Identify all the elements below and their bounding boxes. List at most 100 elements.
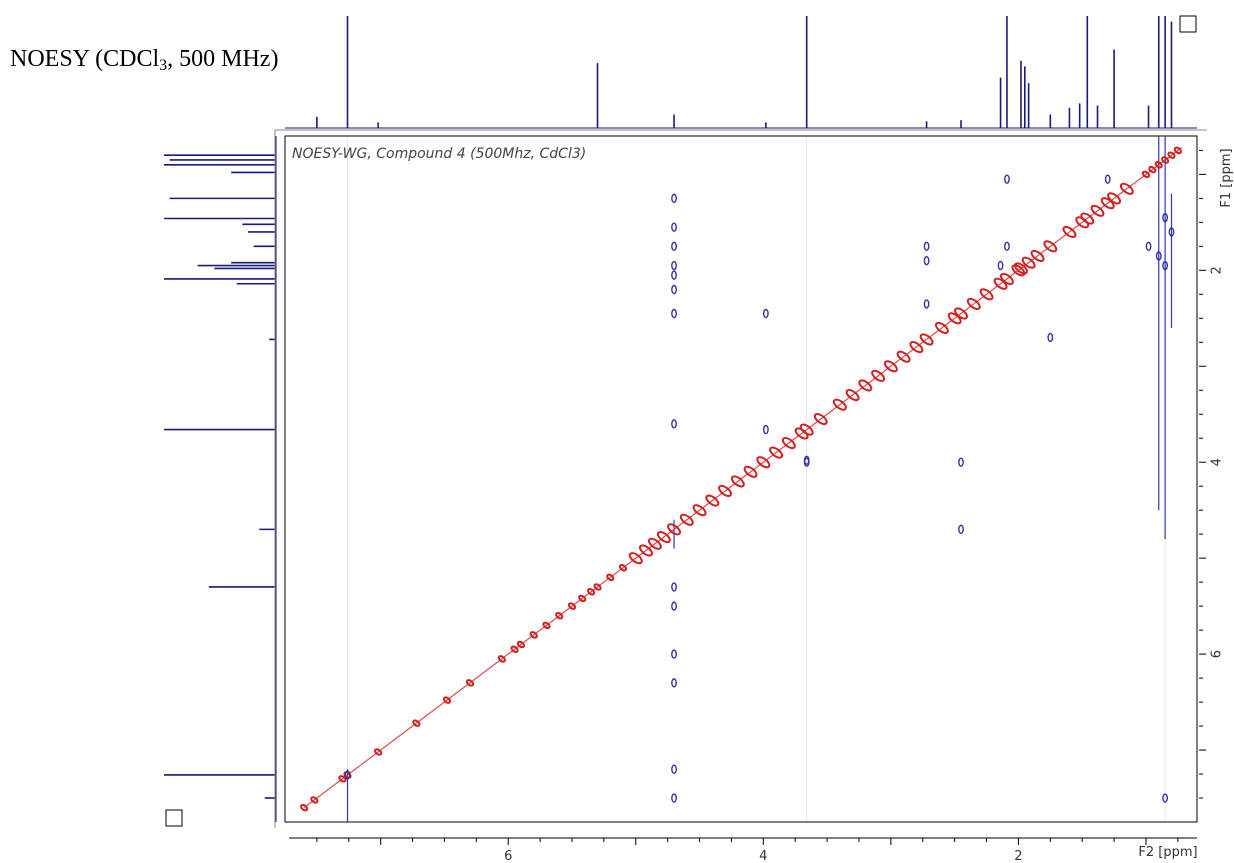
diagonal-peak [743, 465, 758, 478]
cross-peak [671, 270, 677, 280]
cross-peak [1145, 241, 1152, 252]
cross-peak [671, 284, 677, 295]
cross-peak [671, 241, 677, 252]
diagonal-peak [1154, 161, 1163, 169]
diagonal-peak [606, 573, 615, 582]
cross-peak [671, 649, 677, 659]
diagonal-peak [338, 775, 347, 783]
y-tick-label: 6 [1210, 650, 1225, 658]
cross-peak [1162, 212, 1169, 223]
cross-peak [958, 457, 964, 467]
x-tick-label: 2 [1014, 849, 1022, 863]
cross-peak [671, 419, 677, 429]
diagonal-peak [618, 564, 628, 572]
diagonal-peak [934, 321, 949, 334]
diagonal-peak [1030, 249, 1045, 262]
cross-peak [671, 764, 677, 774]
diagonal-peak [919, 333, 934, 346]
diagonal-peak [656, 530, 671, 544]
diagonal-peak [1107, 192, 1122, 205]
cross-peak [923, 241, 930, 252]
diagonal-peak [1119, 182, 1134, 195]
diagonal-peak [343, 771, 352, 779]
plot-title: NOESY-WG, Compound 4 (500Mhz, CdCl3) [292, 146, 586, 162]
diagonal-peak [310, 796, 319, 804]
diagonal-peak [966, 297, 981, 310]
cross-peak [671, 582, 677, 592]
diagonal-peak [442, 696, 452, 704]
cross-peak [671, 601, 677, 611]
cross-peak [671, 678, 677, 688]
diagonal-peak [374, 748, 383, 756]
diagonal-peak [587, 587, 596, 596]
y-tick-label: 4 [1210, 458, 1225, 466]
diagonal-peak [756, 456, 771, 469]
cross-peak [923, 299, 930, 309]
diagonal-peak [909, 341, 924, 354]
diagonal-peak [542, 621, 551, 630]
diagonal-peak [1148, 165, 1157, 174]
diagonal-peak [1021, 256, 1036, 269]
cross-peak [923, 256, 930, 266]
diagonal-peak [667, 523, 682, 536]
cross-peak [1004, 174, 1010, 184]
diagonal-peak [730, 475, 745, 488]
cross-peak [762, 424, 769, 435]
cross-peak [762, 308, 769, 319]
diagonal-peak [300, 803, 309, 812]
diagonal-peak [1141, 170, 1151, 179]
top-projection-spectrum [285, 16, 1197, 129]
y-axis: 2 4 6 [1199, 149, 1225, 799]
x-axis-label: F2 [ppm] [1138, 845, 1197, 860]
diagonal-peak [529, 631, 538, 639]
diagonal-peak [883, 360, 898, 373]
diagonal-peak [497, 655, 506, 663]
diagonal-peak [954, 307, 969, 320]
cross-peak [1155, 251, 1162, 261]
diagonal-peak [555, 611, 564, 620]
cross-peak [803, 457, 810, 467]
cross-peak [671, 260, 677, 271]
x-axis: 6 4 2 [289, 837, 1197, 863]
diagonal-peak [1167, 151, 1176, 159]
cross-peak [1004, 241, 1010, 252]
diagonal-peak [1014, 262, 1028, 275]
bottom-left-checkbox[interactable] [165, 809, 183, 827]
diagonal-peak [1043, 240, 1058, 253]
cross-peak [1104, 174, 1111, 184]
diagonal-peak [679, 513, 694, 526]
diagonal-peak [578, 594, 587, 603]
diagonal-peak [510, 645, 519, 654]
diagonal-peak [1062, 225, 1077, 238]
diagonal-peak [705, 494, 720, 507]
cross-peak [1168, 227, 1175, 237]
diagonal-peak [832, 398, 847, 411]
diagonal-peak [465, 679, 475, 687]
diagonal-peak [692, 504, 707, 517]
title-main: NOESY (CDCl [10, 46, 160, 72]
diagonal-peak [412, 719, 421, 727]
cross-peak [1162, 260, 1169, 271]
diagonal-peak [628, 552, 643, 565]
diagonal-peak [718, 484, 733, 498]
diagonal-peak [979, 288, 994, 301]
page-title: NOESY (CDCl3, 500 MHz) [10, 46, 278, 75]
cross-peak [344, 770, 351, 780]
top-right-checkbox[interactable] [1179, 15, 1197, 33]
x-tick-label: 6 [504, 849, 512, 863]
diagonal-peak [1080, 212, 1095, 225]
y-tick-label: 2 [1210, 266, 1225, 274]
diagonal-peak [516, 640, 526, 649]
y-axis-label: F1 [ppm] [1219, 148, 1234, 207]
plot-area [300, 136, 1183, 822]
diagonal-peak [999, 272, 1014, 286]
diagonal-peak [858, 379, 873, 392]
diagonal-peak [1173, 146, 1182, 155]
diagonal-peak [647, 537, 662, 550]
diagonal-peak [896, 350, 911, 363]
cross-peak [671, 222, 677, 232]
cross-peak [1047, 332, 1054, 343]
diagonal-peak [769, 446, 784, 459]
diagonal-peak [567, 602, 577, 610]
